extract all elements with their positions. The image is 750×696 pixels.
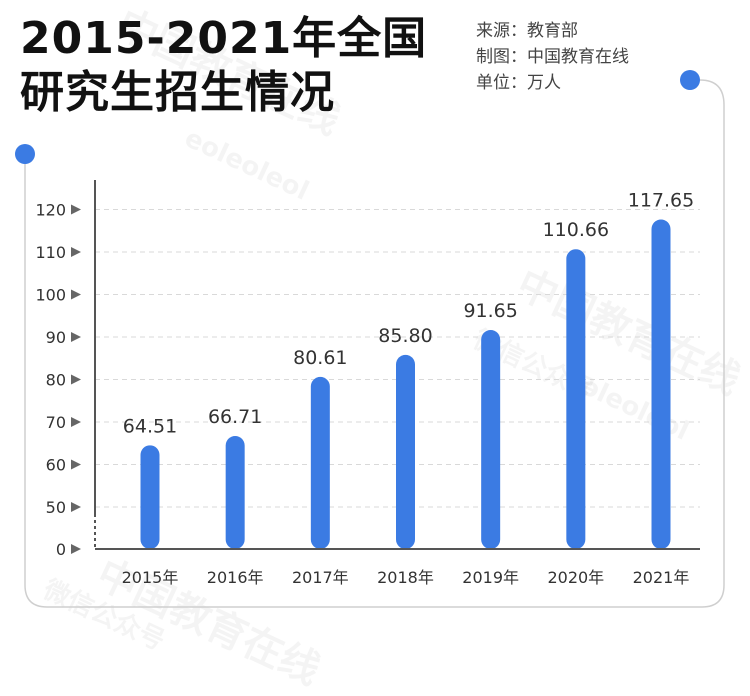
data-label: 80.61 — [293, 347, 347, 369]
x-tick-label: 2017年 — [292, 568, 349, 587]
bar — [310, 376, 330, 549]
bar — [481, 329, 501, 549]
frame-dot-left — [15, 144, 35, 164]
x-tick-label: 2021年 — [633, 568, 690, 587]
meta-maker: 制图：中国教育在线 — [476, 47, 629, 67]
data-label: 64.51 — [123, 415, 177, 437]
bar — [566, 249, 586, 549]
y-tick-label: 120 — [35, 201, 66, 220]
y-tick-label: 110 — [35, 243, 66, 262]
data-label: 85.80 — [378, 325, 432, 347]
bar — [140, 445, 160, 549]
frame-dot-right — [680, 70, 700, 90]
x-tick-label: 2020年 — [547, 568, 604, 587]
y-tick-label: 70 — [46, 413, 66, 432]
y-tick-label: 50 — [46, 498, 66, 517]
y-tick-arrow-icon — [71, 204, 81, 215]
x-axis: 2015年 2016年 2017年 2018年 2019年 2020年 2021年 — [95, 548, 700, 587]
grid-lines — [95, 209, 700, 508]
y-tick-label: 100 — [35, 286, 66, 305]
meta-source: 来源：教育部 — [476, 21, 578, 41]
y-tick-arrow-icon — [71, 247, 81, 257]
y-tick-arrow-icon — [71, 417, 81, 427]
meta-unit: 单位：万人 — [476, 73, 561, 93]
x-tick-label: 2019年 — [462, 568, 519, 587]
y-tick-label: 60 — [46, 456, 66, 475]
x-tick-label: 2016年 — [207, 568, 264, 587]
x-tick-label: 2018年 — [377, 568, 434, 587]
frame-border — [24, 79, 725, 608]
chart-title-line1: 2015-2021年全国 — [20, 13, 428, 64]
bar — [651, 219, 671, 550]
chart-frame — [15, 70, 725, 608]
y-axis: 0 50 60 70 80 90 100 110 120 — [35, 180, 96, 559]
bars — [140, 219, 671, 550]
data-labels: 64.51 66.71 80.61 85.80 91.65 110.66 117.65 — [123, 189, 694, 437]
bar — [396, 354, 415, 549]
data-label: 91.65 — [463, 300, 517, 322]
y-tick-arrow-icon — [71, 374, 81, 385]
bar-chart: 0 50 60 70 80 90 100 110 120 64.51 66.71 80.61 85.8… — [15, 70, 725, 608]
chart-title-line2: 研究生招生情况 — [20, 67, 335, 118]
y-tick-label: 80 — [46, 371, 66, 390]
data-label: 66.71 — [208, 406, 262, 428]
y-tick-arrow-icon — [71, 502, 81, 512]
y-tick-arrow-icon — [71, 459, 81, 470]
chart-title: 2015-2021年全国 研究生招生情况 — [20, 12, 460, 120]
y-tick-label: 0 — [56, 540, 66, 559]
data-label: 110.66 — [543, 219, 609, 241]
y-tick-arrow-icon — [71, 544, 81, 554]
bar — [225, 435, 245, 549]
data-label: 117.65 — [628, 189, 694, 211]
y-tick-arrow-icon — [71, 289, 81, 300]
y-tick-arrow-icon — [71, 332, 81, 342]
chart-meta: 来源：教育部 制图：中国教育在线 单位：万人 — [476, 18, 629, 96]
y-tick-label: 90 — [46, 328, 66, 347]
x-tick-label: 2015年 — [122, 568, 179, 587]
